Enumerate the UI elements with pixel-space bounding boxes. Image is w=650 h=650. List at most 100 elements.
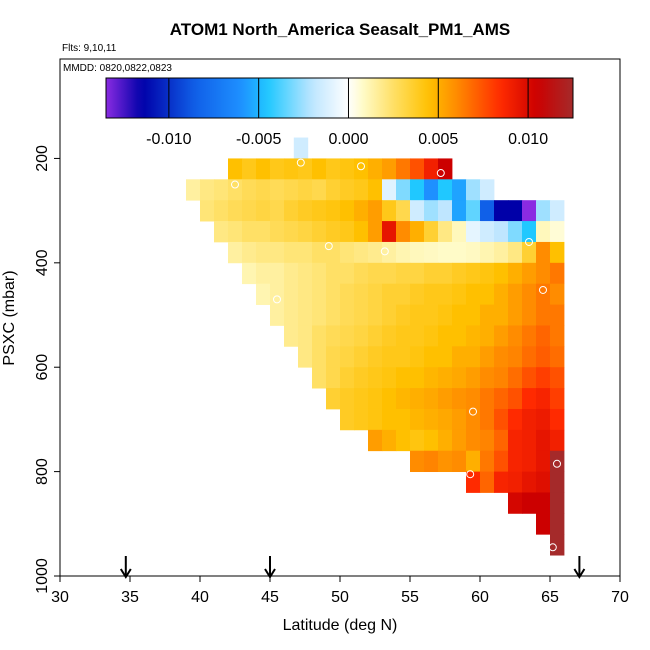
heat-cell [354, 304, 369, 326]
heat-cell [508, 325, 523, 347]
heat-cell [396, 325, 411, 347]
heat-cell [522, 283, 537, 305]
heat-cell [466, 471, 481, 493]
heat-cell [452, 283, 467, 305]
heat-cell [396, 408, 411, 431]
heat-cell [326, 262, 341, 285]
heat-cell [293, 137, 309, 159]
heat-cell [550, 534, 565, 556]
heat-cell [410, 200, 425, 222]
y-axis-label: PSXC (mbar) [1, 270, 18, 365]
heat-cell [326, 200, 341, 222]
heat-cell [550, 513, 565, 535]
heat-cell [284, 221, 299, 243]
heat-cell [228, 221, 243, 243]
heat-cell [186, 179, 201, 201]
heat-cell [354, 283, 369, 305]
heat-cell [312, 200, 327, 222]
heat-cell [312, 304, 327, 326]
heat-cell [242, 179, 257, 201]
flight-marker [296, 158, 305, 167]
heat-cell [284, 304, 299, 326]
heat-cell [466, 283, 481, 305]
heat-cell [522, 304, 537, 326]
heat-cell [298, 304, 313, 326]
heat-cell [326, 179, 341, 201]
heat-cell [298, 158, 313, 180]
heat-cell [396, 221, 411, 243]
heat-cell [466, 388, 481, 410]
colorbar-tick-label: -0.005 [236, 131, 281, 148]
colorbar-gradient [105, 77, 574, 119]
heat-cell [368, 262, 383, 285]
heat-cell [438, 388, 453, 410]
heat-cell [340, 158, 355, 180]
heat-cell [536, 471, 551, 493]
heat-cell [270, 158, 285, 180]
heat-cell [522, 492, 537, 514]
flight-arrow [264, 556, 276, 579]
heat-cell [354, 346, 369, 368]
heat-cell [298, 346, 313, 368]
heat-cell [424, 241, 439, 264]
heat-cell [480, 179, 495, 201]
heat-cell [228, 158, 243, 180]
heat-cell [550, 325, 565, 347]
heat-cell [438, 200, 453, 222]
heat-cell [536, 408, 551, 431]
heat-cell [452, 262, 467, 285]
heat-cell [256, 158, 271, 180]
flight-arrow [119, 556, 132, 579]
heat-cell [438, 346, 453, 368]
heat-cell [466, 304, 481, 326]
heat-cell [340, 346, 355, 368]
heat-cell [368, 200, 383, 222]
flight-marker [278, 377, 287, 386]
heat-cell [312, 158, 327, 180]
heat-cell [340, 408, 355, 431]
heat-cell [410, 283, 425, 305]
heat-cell [424, 304, 439, 326]
heat-cell [494, 408, 509, 431]
heat-cell [508, 367, 523, 389]
heat-cell [382, 408, 397, 431]
y-axis: 200 400 600 800 1000 [34, 145, 60, 594]
heat-cell [522, 471, 537, 493]
heat-cell [326, 325, 341, 347]
heat-cell [410, 241, 425, 264]
heat-cell [298, 179, 313, 201]
heat-cell [354, 158, 369, 180]
heat-cell [312, 367, 327, 389]
heat-cell [326, 304, 341, 326]
chart-title: ATOM1 North_America Seasalt_PM1_AMS [170, 20, 510, 39]
heat-cell [326, 283, 341, 305]
heat-cell [424, 367, 439, 389]
heat-cell [312, 262, 327, 285]
heat-cell [354, 367, 369, 389]
heat-cell [424, 158, 439, 180]
x-tick-label: 50 [331, 589, 349, 606]
heat-cell [494, 304, 509, 326]
heat-cell [522, 408, 537, 431]
heat-cell [242, 158, 257, 180]
heat-cell [382, 429, 397, 452]
heat-cell [256, 179, 271, 201]
heat-cell [368, 408, 383, 431]
heat-cell [550, 262, 565, 285]
heat-cell [424, 283, 439, 305]
flight-marker [231, 180, 239, 189]
heat-cell [466, 262, 481, 285]
heat-cell [452, 408, 467, 431]
x-axis-label: Latitude (deg N) [283, 617, 398, 634]
heat-cell [382, 325, 397, 347]
heat-cell [508, 283, 523, 305]
heat-cell [522, 450, 537, 473]
heat-cell [452, 346, 467, 368]
heat-cell [284, 262, 299, 285]
heat-cell [438, 179, 453, 201]
heat-cell [494, 241, 509, 264]
heat-cell [550, 304, 565, 326]
heat-cell [494, 367, 509, 389]
x-tick-label: 40 [191, 589, 209, 606]
